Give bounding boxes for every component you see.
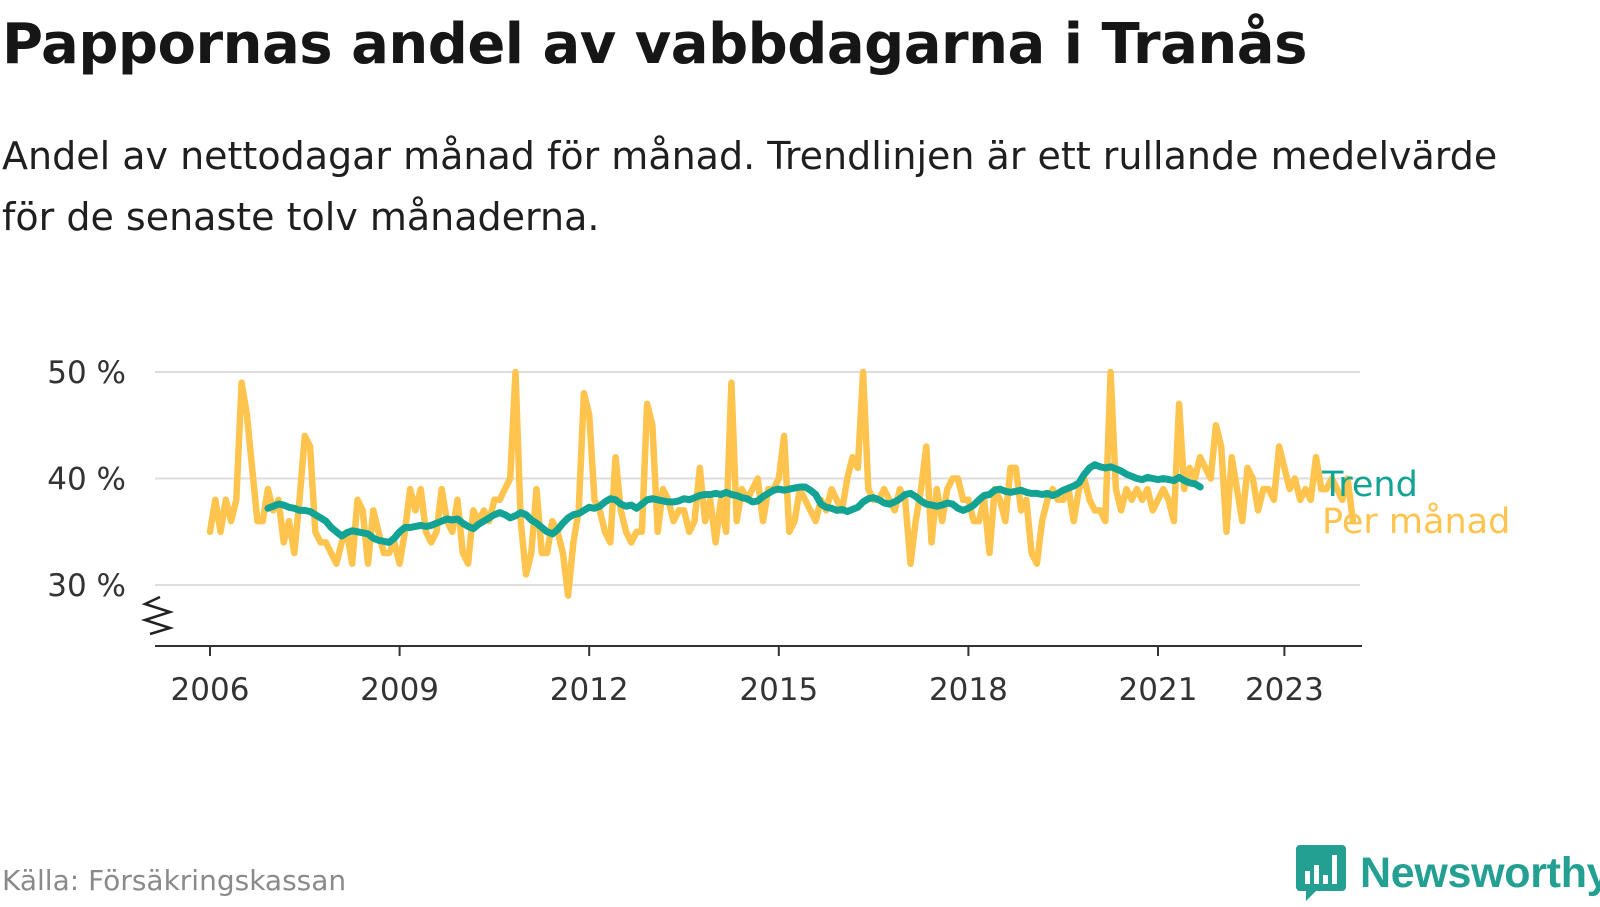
x-tick-label-2015: 2015 xyxy=(739,672,818,708)
chart-title: Pappornas andel av vabbdagarna i Tranås xyxy=(2,12,1307,77)
y-axis-ticks: 30 % 40 % 50 % xyxy=(47,355,126,604)
trend-legend-label: Trend xyxy=(1321,465,1418,505)
y-tick-label-40: 40 % xyxy=(47,462,126,498)
source-note: Källa: Försäkringskassan xyxy=(2,864,347,897)
x-tick-label-2023: 2023 xyxy=(1245,672,1324,708)
trend-series-line xyxy=(264,461,1204,546)
x-tick-label-2006: 2006 xyxy=(171,672,250,708)
monthly-legend-label: Per månad xyxy=(1322,501,1510,542)
chart-subtitle: Andel av nettodagar månad för månad. Tre… xyxy=(2,134,1498,239)
x-tick-label-2021: 2021 xyxy=(1119,672,1198,708)
brand-logo: Newsworthy xyxy=(1292,843,1600,903)
newsworthy-logo-icon xyxy=(1296,845,1346,901)
x-axis: 2006 2009 2012 2015 2018 2021 2023 xyxy=(140,595,1362,708)
x-tick-label-2018: 2018 xyxy=(929,672,1008,708)
y-tick-label-50: 50 % xyxy=(47,355,126,391)
line-chart: 30 % 40 % 50 % 2006 2009 2012 2015 2018 2021 202… xyxy=(47,355,1510,708)
brand-name: Newsworthy xyxy=(1360,849,1600,897)
axis-break-icon xyxy=(140,595,175,636)
monthly-series-line xyxy=(206,368,1357,599)
x-tick-label-2009: 2009 xyxy=(360,672,439,708)
y-tick-label-30: 30 % xyxy=(47,568,126,604)
series-lines xyxy=(206,368,1357,599)
x-tick-label-2012: 2012 xyxy=(550,672,629,708)
